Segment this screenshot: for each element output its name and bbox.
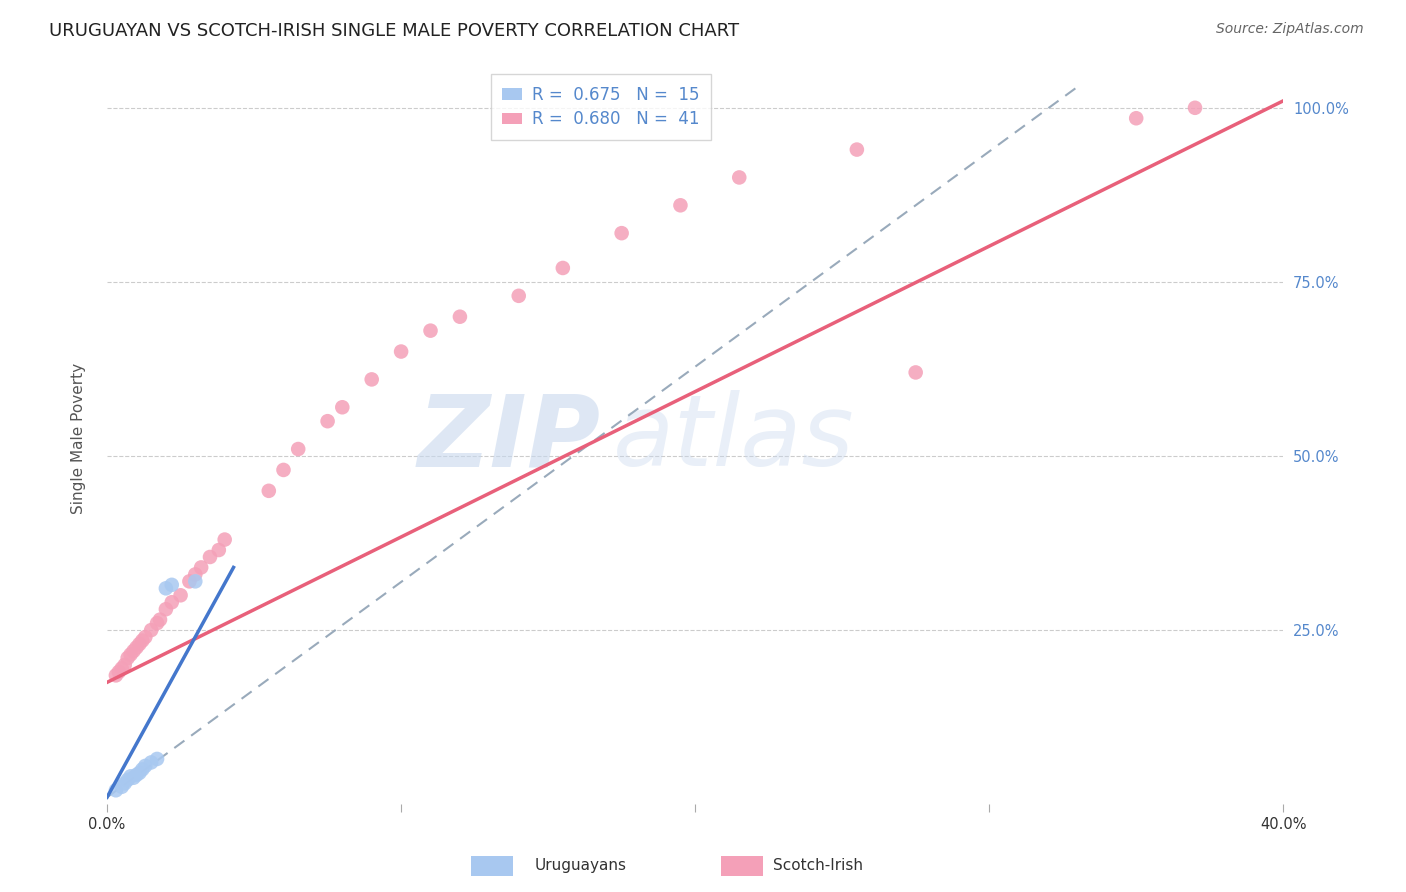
Point: [146, 616, 169, 631]
Point: [1184, 101, 1206, 115]
Point: [125, 640, 148, 655]
Point: [316, 414, 339, 428]
Point: [141, 756, 163, 770]
Point: [208, 543, 231, 558]
Point: [449, 310, 471, 324]
Point: [330, 401, 353, 415]
Point: [273, 463, 295, 477]
Point: [551, 260, 574, 275]
Point: [131, 633, 153, 648]
Point: [108, 665, 131, 679]
Point: [128, 765, 150, 780]
Point: [117, 651, 139, 665]
Point: [287, 442, 309, 456]
Point: [122, 771, 145, 785]
Point: [179, 574, 201, 589]
Point: [508, 289, 530, 303]
Point: [117, 772, 139, 787]
Y-axis label: Single Male Poverty: Single Male Poverty: [72, 363, 86, 514]
Point: [122, 644, 145, 658]
Text: ZIP: ZIP: [418, 390, 600, 487]
Point: [904, 366, 927, 380]
Point: [257, 483, 280, 498]
Point: [360, 372, 382, 386]
Legend: R =  0.675   N =  15, R =  0.680   N =  41: R = 0.675 N = 15, R = 0.680 N = 41: [491, 74, 711, 140]
Point: [184, 574, 207, 589]
Text: Scotch-Irish: Scotch-Irish: [773, 858, 863, 872]
Point: [198, 549, 221, 564]
Text: atlas: atlas: [613, 390, 855, 487]
Point: [149, 613, 172, 627]
Point: [728, 170, 751, 185]
Point: [128, 637, 150, 651]
Point: [1125, 112, 1147, 126]
Point: [125, 768, 148, 782]
Point: [131, 763, 153, 777]
Point: [141, 623, 163, 637]
Point: [134, 759, 156, 773]
Point: [184, 567, 207, 582]
Point: [669, 198, 692, 212]
Point: [419, 324, 441, 338]
Point: [845, 143, 868, 157]
Point: [389, 344, 412, 359]
Point: [114, 776, 136, 790]
Point: [169, 588, 191, 602]
Point: [160, 595, 183, 609]
Point: [111, 661, 134, 675]
Point: [155, 582, 177, 596]
Point: [610, 226, 633, 240]
Text: Source: ZipAtlas.com: Source: ZipAtlas.com: [1216, 22, 1364, 37]
Point: [160, 578, 183, 592]
Point: [155, 602, 177, 616]
Point: [104, 668, 127, 682]
Point: [104, 783, 127, 797]
Point: [214, 533, 236, 547]
Text: URUGUAYAN VS SCOTCH-IRISH SINGLE MALE POVERTY CORRELATION CHART: URUGUAYAN VS SCOTCH-IRISH SINGLE MALE PO…: [49, 22, 740, 40]
Text: Uruguayans: Uruguayans: [534, 858, 626, 872]
Point: [114, 657, 136, 672]
Point: [134, 630, 156, 644]
Point: [146, 752, 169, 766]
Point: [111, 780, 134, 794]
Point: [120, 769, 142, 783]
Point: [190, 560, 212, 574]
Point: [120, 648, 142, 662]
